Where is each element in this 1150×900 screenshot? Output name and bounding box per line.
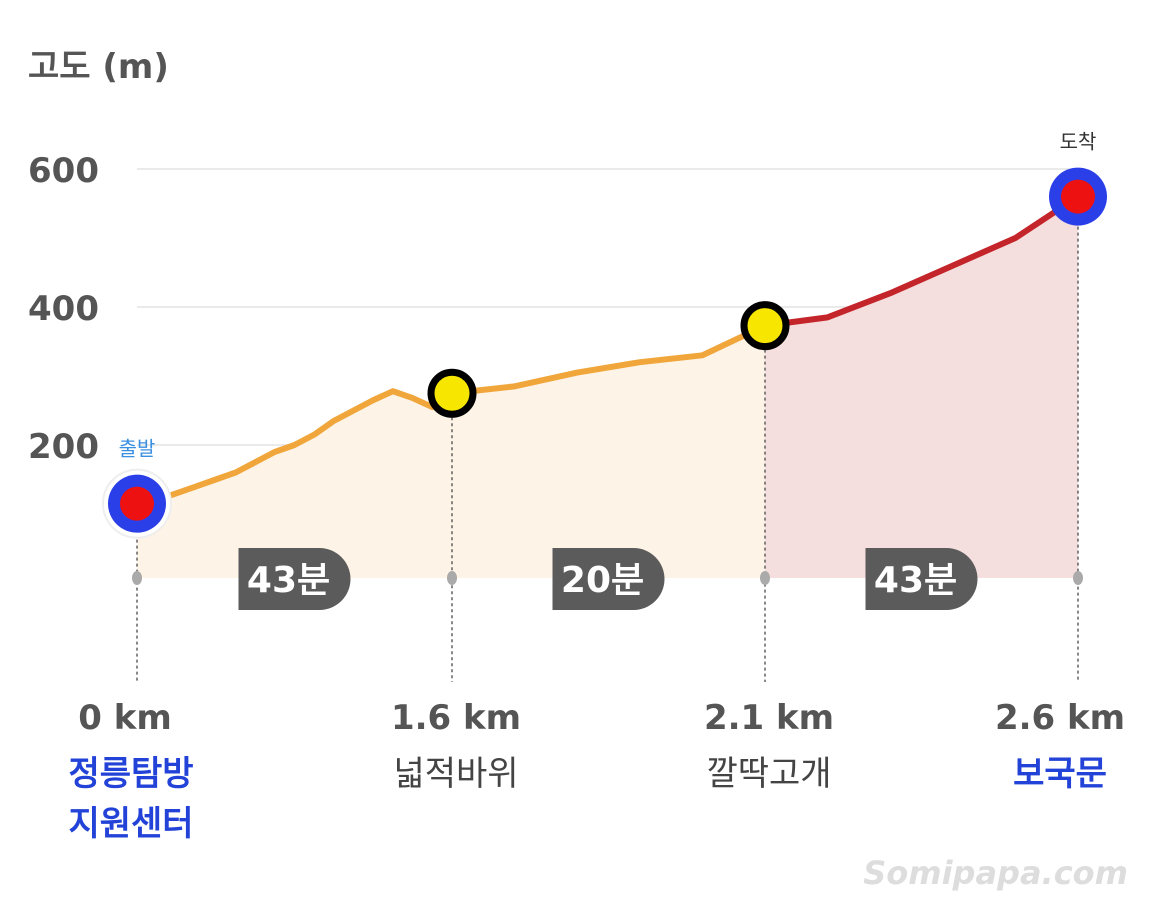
time-badge-bg: [552, 548, 665, 610]
endpoint-marker-core: [1061, 179, 1095, 214]
checkpoint-name: 깔딱고개: [706, 754, 831, 794]
elevation-area: [137, 196, 1078, 578]
time-badge-label: 20분: [561, 560, 644, 601]
watermark-text: Somipapa.com: [863, 854, 1128, 892]
y-tick-label: 200: [28, 427, 99, 467]
distance-label: 2.1 km: [704, 698, 834, 738]
distance-label: 1.6 km: [391, 698, 521, 738]
distance-label: 0 km: [78, 698, 172, 738]
elevation-line: [134, 193, 1081, 507]
y-tick-label: 400: [28, 289, 99, 329]
checkpoint-name: 지원센터: [68, 804, 193, 844]
checkpoint-name: 정릉탐방: [68, 754, 193, 794]
checkpoint-markers: 출발 도착: [102, 130, 1107, 539]
time-badge: 20분: [552, 548, 665, 610]
base-dot: [760, 571, 770, 585]
time-badge-bg: [238, 548, 351, 610]
checkpoint-name: 보국문: [1013, 754, 1107, 794]
base-dot: [447, 571, 457, 585]
endpoint-marker-core: [120, 486, 154, 521]
checkpoint-guide-lines: [132, 196, 1083, 682]
base-dot: [132, 571, 142, 585]
time-badge-label: 43분: [247, 560, 330, 601]
distance-label: 2.6 km: [995, 698, 1125, 738]
waypoint-marker: [427, 368, 477, 418]
checkpoint-name: 넓적바위: [393, 754, 518, 794]
y-tick-label: 600: [28, 151, 99, 191]
marker-tag: 도착: [1060, 130, 1097, 154]
marker-tag: 출발: [119, 437, 156, 461]
time-badge: 43분: [238, 548, 351, 610]
waypoint-marker: [740, 301, 790, 351]
line-hard: [762, 193, 1081, 329]
base-dot: [1073, 571, 1083, 585]
time-badge: 43분: [865, 548, 978, 610]
segment-time-badges: 43분 20분 43분: [238, 548, 978, 610]
line-easy: [134, 322, 768, 507]
time-badge-bg: [865, 548, 978, 610]
area-fill-easy: [137, 325, 765, 578]
area-fill-hard: [765, 196, 1078, 578]
time-badge-label: 43분: [874, 560, 957, 601]
y-axis-label: 고도 (m): [28, 47, 169, 87]
y-tick-labels: 200 400 600: [28, 151, 99, 467]
